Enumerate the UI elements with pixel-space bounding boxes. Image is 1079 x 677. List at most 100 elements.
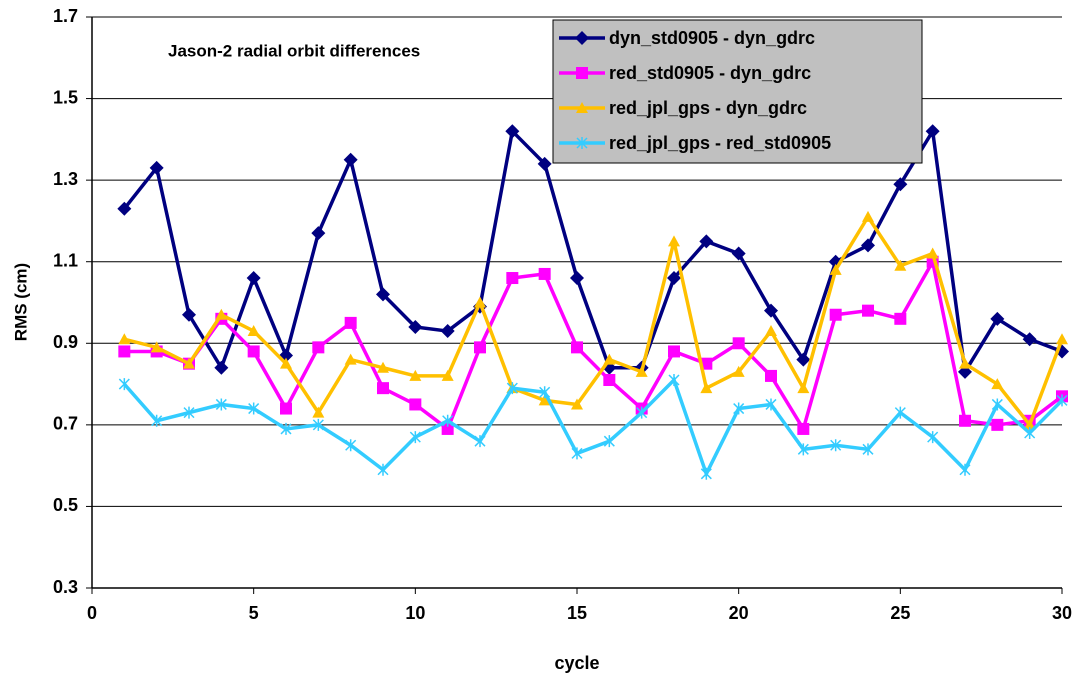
marker bbox=[894, 406, 906, 419]
marker bbox=[764, 303, 778, 318]
x-axis-label: cycle bbox=[554, 653, 599, 673]
legend-label: red_jpl_gps - dyn_gdrc bbox=[609, 98, 807, 118]
marker bbox=[797, 382, 810, 394]
marker bbox=[894, 259, 907, 271]
x-tick-label: 25 bbox=[890, 603, 910, 623]
marker bbox=[538, 267, 551, 280]
marker bbox=[603, 373, 616, 386]
marker bbox=[732, 337, 745, 350]
marker bbox=[182, 307, 196, 322]
marker bbox=[117, 201, 132, 216]
marker bbox=[215, 308, 228, 320]
marker bbox=[862, 210, 874, 222]
marker bbox=[1024, 427, 1036, 440]
marker bbox=[733, 402, 745, 415]
marker bbox=[571, 447, 583, 460]
marker bbox=[474, 435, 486, 448]
series-line bbox=[124, 256, 1064, 434]
x-tick-label: 5 bbox=[249, 603, 259, 623]
marker bbox=[183, 357, 195, 369]
marker bbox=[474, 341, 486, 354]
marker bbox=[576, 137, 588, 149]
marker bbox=[668, 235, 680, 247]
marker bbox=[668, 345, 680, 358]
y-tick-label: 0.9 bbox=[53, 332, 78, 352]
y-tick-label: 0.7 bbox=[53, 414, 78, 434]
marker bbox=[377, 463, 389, 476]
marker bbox=[991, 398, 1003, 411]
marker bbox=[635, 365, 648, 377]
marker bbox=[441, 369, 454, 381]
marker bbox=[280, 357, 292, 369]
marker bbox=[539, 386, 551, 399]
marker bbox=[150, 341, 163, 353]
marker bbox=[312, 418, 324, 431]
marker bbox=[343, 152, 358, 167]
marker bbox=[700, 467, 712, 480]
marker bbox=[732, 365, 745, 377]
marker bbox=[830, 439, 842, 452]
marker bbox=[537, 156, 552, 171]
marker bbox=[576, 67, 588, 79]
y-tick-label: 1.7 bbox=[53, 6, 78, 26]
marker bbox=[409, 431, 421, 444]
y-tick-label: 1.1 bbox=[53, 250, 78, 270]
marker bbox=[731, 246, 746, 261]
marker bbox=[312, 341, 325, 354]
y-tick-label: 0.3 bbox=[53, 577, 78, 597]
marker bbox=[151, 414, 163, 427]
annotation: Jason-2 radial orbit differences bbox=[168, 41, 420, 60]
marker bbox=[149, 160, 164, 175]
marker bbox=[991, 378, 1004, 390]
marker bbox=[765, 398, 777, 411]
x-tick-label: 20 bbox=[729, 603, 749, 623]
series-line bbox=[123, 376, 1064, 479]
marker bbox=[603, 353, 616, 365]
y-tick-label: 1.5 bbox=[53, 87, 78, 107]
marker bbox=[861, 238, 875, 253]
marker bbox=[862, 443, 874, 456]
marker bbox=[440, 324, 455, 339]
marker bbox=[571, 341, 583, 354]
legend-box bbox=[552, 19, 923, 164]
marker bbox=[409, 369, 422, 381]
marker bbox=[246, 271, 261, 286]
marker bbox=[699, 234, 714, 249]
marker bbox=[409, 398, 422, 411]
marker bbox=[1022, 332, 1037, 347]
marker bbox=[441, 422, 454, 435]
marker bbox=[959, 357, 971, 369]
marker bbox=[345, 439, 357, 452]
marker bbox=[862, 304, 874, 317]
marker bbox=[700, 382, 713, 394]
marker bbox=[1023, 418, 1036, 430]
marker bbox=[570, 271, 584, 286]
marker bbox=[408, 319, 423, 334]
marker bbox=[765, 325, 777, 337]
marker bbox=[183, 406, 195, 419]
marker bbox=[576, 102, 588, 113]
marker bbox=[990, 311, 1005, 326]
marker bbox=[474, 296, 486, 308]
marker bbox=[247, 345, 260, 358]
marker bbox=[376, 287, 390, 302]
marker bbox=[829, 263, 842, 275]
marker bbox=[797, 422, 810, 435]
marker bbox=[894, 312, 907, 325]
marker bbox=[506, 272, 519, 285]
series-line bbox=[123, 213, 1064, 429]
marker bbox=[118, 333, 131, 345]
marker bbox=[667, 271, 681, 286]
marker bbox=[312, 406, 325, 418]
marker bbox=[829, 308, 842, 321]
marker bbox=[506, 382, 518, 395]
marker bbox=[538, 394, 551, 406]
marker bbox=[215, 398, 227, 411]
x-tick-label: 30 bbox=[1052, 603, 1072, 623]
x-tick-label: 10 bbox=[405, 603, 425, 623]
marker bbox=[118, 378, 130, 391]
series-line bbox=[122, 126, 1063, 377]
y-tick-label: 0.5 bbox=[53, 495, 78, 515]
marker bbox=[571, 398, 583, 410]
marker bbox=[377, 361, 389, 373]
